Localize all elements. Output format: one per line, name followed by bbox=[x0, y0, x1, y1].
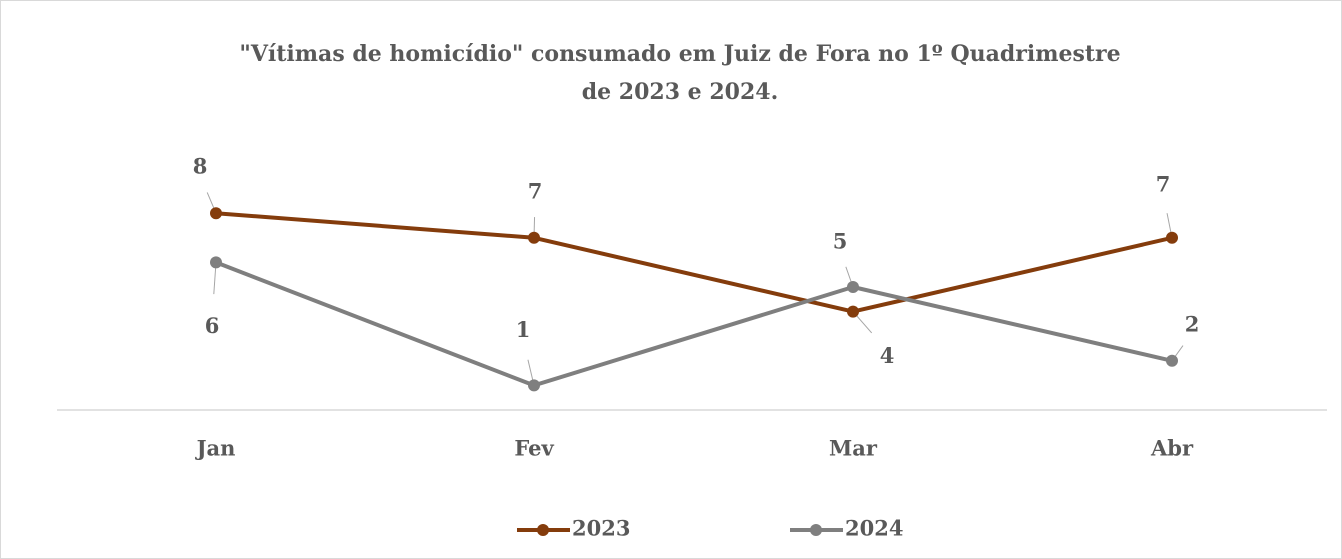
data-label: 8 bbox=[193, 154, 208, 179]
marker bbox=[528, 379, 540, 392]
data-label: 6 bbox=[205, 313, 220, 338]
x-tick-label: Fev bbox=[514, 436, 554, 461]
marker bbox=[210, 256, 222, 269]
legend-marker bbox=[810, 524, 822, 536]
series-line bbox=[215, 211, 1173, 314]
chart-title: de 2023 e 2024. bbox=[582, 79, 778, 105]
legend-label: 2023 bbox=[572, 516, 630, 541]
data-label: 5 bbox=[833, 229, 848, 254]
marker bbox=[1166, 231, 1178, 244]
legend-label: 2024 bbox=[845, 516, 903, 541]
x-tick-label: Jan bbox=[195, 436, 236, 461]
data-label: 1 bbox=[516, 317, 531, 342]
marker bbox=[1166, 354, 1178, 367]
chart-title: "Vítimas de homicídio" consumado em Juiz… bbox=[239, 41, 1120, 67]
legend-marker bbox=[537, 524, 549, 536]
series-line bbox=[215, 260, 1173, 388]
x-tick-label: Mar bbox=[829, 436, 878, 461]
data-label: 7 bbox=[1156, 171, 1171, 196]
data-label: 2 bbox=[1185, 311, 1200, 336]
x-tick-label: Abr bbox=[1150, 436, 1194, 461]
marker bbox=[528, 231, 540, 244]
marker bbox=[210, 207, 222, 220]
marker bbox=[847, 305, 859, 318]
marker bbox=[847, 281, 859, 293]
data-label: 7 bbox=[528, 178, 543, 203]
data-label: 4 bbox=[880, 343, 895, 368]
